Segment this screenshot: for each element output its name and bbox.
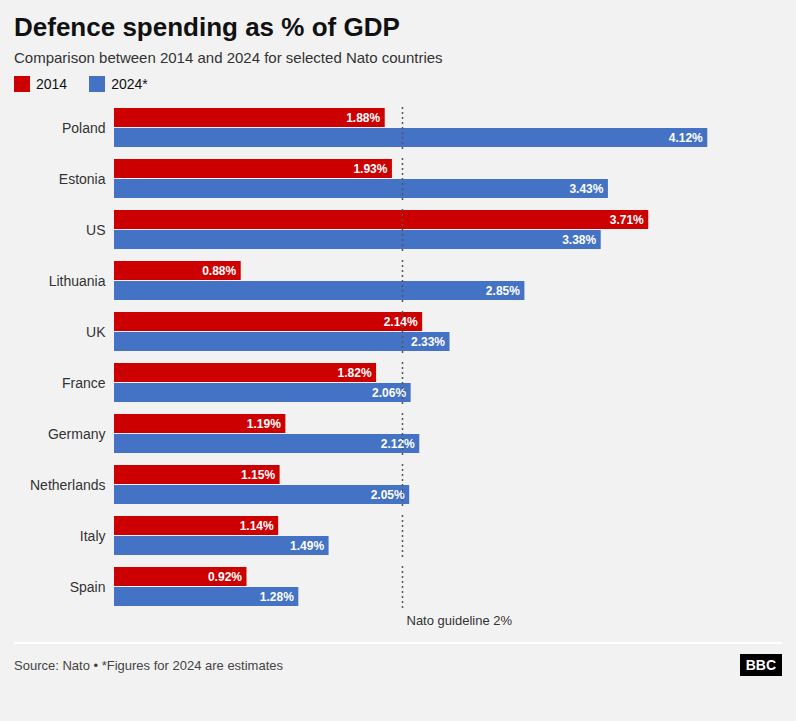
svg-text:1.19%: 1.19%	[247, 417, 281, 431]
html-text:2014: 2014	[36, 76, 68, 92]
svg-text:1.15%: 1.15%	[241, 468, 275, 482]
svg-text:1.93%: 1.93%	[353, 162, 387, 176]
html-text:Comparison between 2014 and 20: Comparison between 2014 and 2024 for sel…	[14, 49, 443, 66]
svg-text:2.14%: 2.14%	[384, 315, 418, 329]
html-text:Source: Nato • *Figures for 20: Source: Nato • *Figures for 2024 are est…	[14, 657, 283, 673]
svg-text:UK: UK	[86, 324, 106, 340]
svg-text:Germany: Germany	[48, 426, 106, 442]
svg-text:France: France	[62, 375, 106, 391]
svg-text:2.05%: 2.05%	[371, 488, 405, 502]
svg-text:US: US	[86, 222, 105, 238]
svg-text:4.12%: 4.12%	[669, 131, 703, 145]
svg-text:Poland: Poland	[62, 120, 106, 136]
svg-text:1.14%: 1.14%	[240, 519, 274, 533]
svg-text:Lithuania: Lithuania	[49, 273, 106, 289]
html-text:BBC: BBC	[745, 657, 776, 673]
svg-text:0.88%: 0.88%	[202, 264, 236, 278]
svg-text:0.92%: 0.92%	[208, 570, 242, 584]
svg-text:3.71%: 3.71%	[610, 213, 644, 227]
svg-text:1.28%: 1.28%	[260, 590, 294, 604]
svg-text:Nato guideline 2%: Nato guideline 2%	[407, 613, 513, 628]
svg-text:2.33%: 2.33%	[411, 335, 445, 349]
html-text:Defence spending as % of GDP: Defence spending as % of GDP	[14, 12, 400, 42]
svg-text:3.38%: 3.38%	[562, 233, 596, 247]
svg-text:Netherlands: Netherlands	[30, 477, 106, 493]
svg-text:Estonia: Estonia	[59, 171, 106, 187]
html-text:2024*: 2024*	[111, 76, 148, 92]
svg-text:1.88%: 1.88%	[346, 111, 380, 125]
svg-text:3.43%: 3.43%	[569, 182, 603, 196]
svg-text:1.49%: 1.49%	[290, 539, 324, 553]
svg-text:Spain: Spain	[70, 579, 106, 595]
svg-text:1.82%: 1.82%	[338, 366, 372, 380]
svg-text:2.85%: 2.85%	[486, 284, 520, 298]
svg-text:2.12%: 2.12%	[381, 437, 415, 451]
svg-text:2.06%: 2.06%	[372, 386, 406, 400]
svg-text:Italy: Italy	[80, 528, 106, 544]
